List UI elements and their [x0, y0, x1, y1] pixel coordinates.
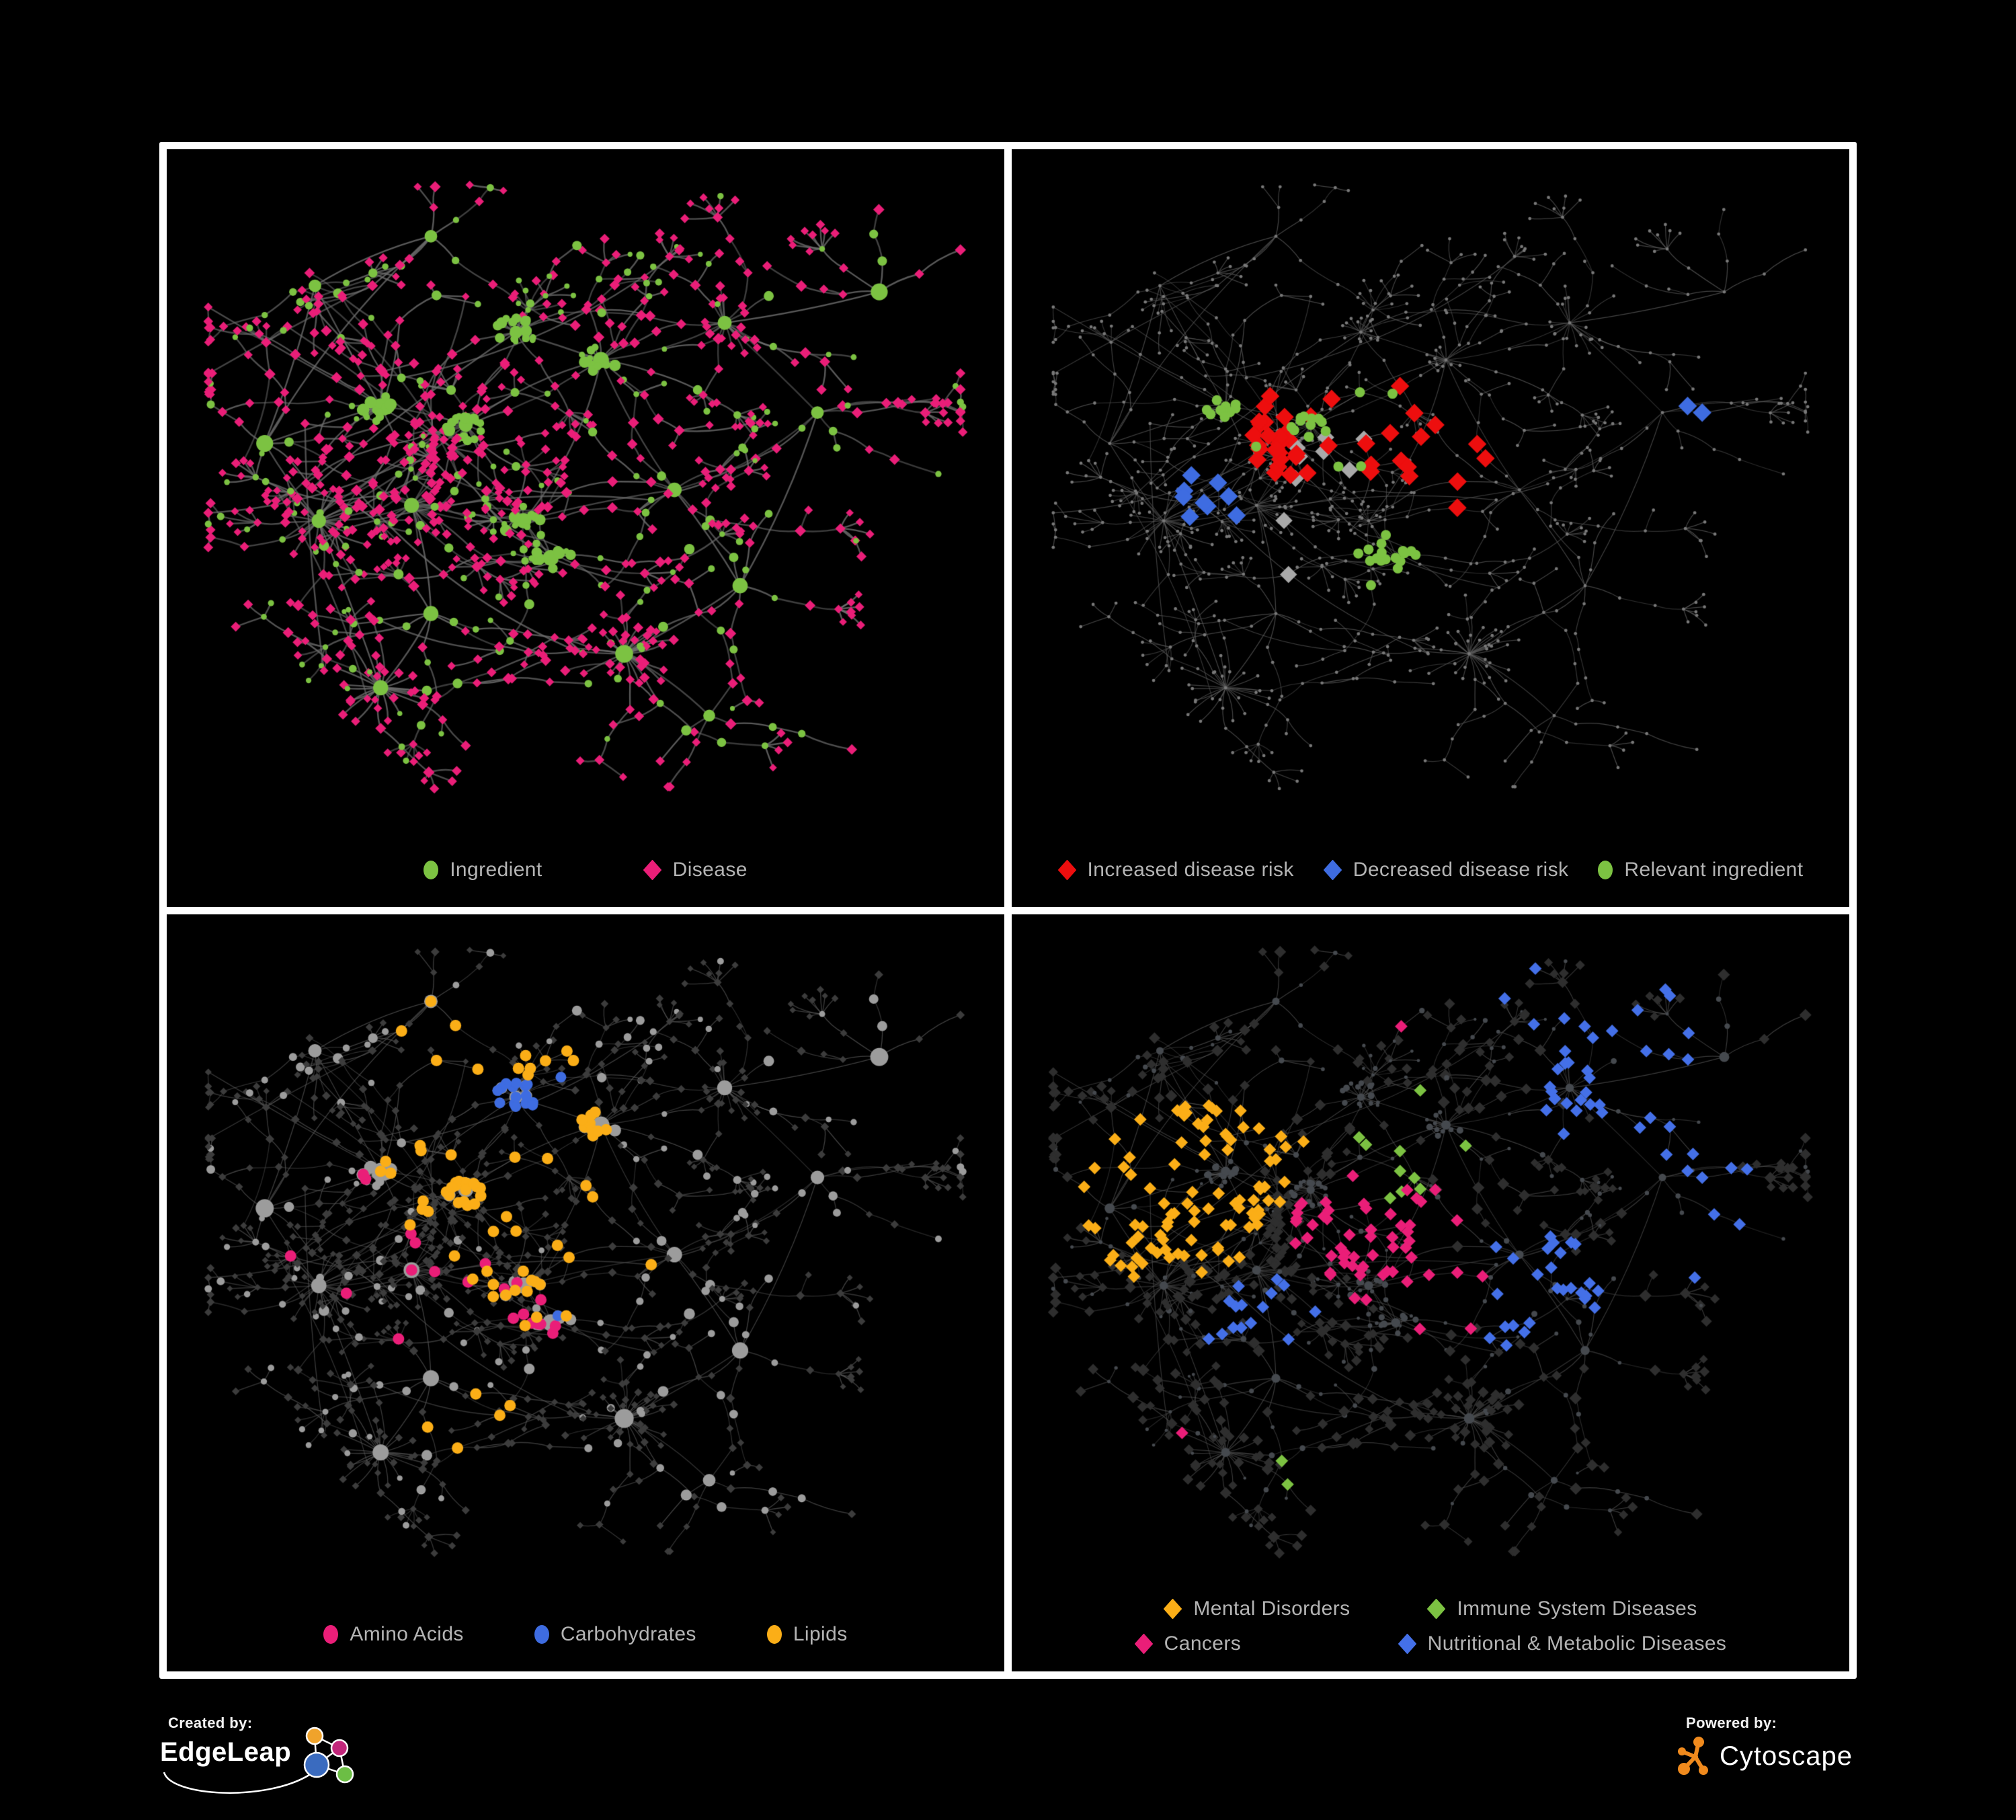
network-canvas-nutrients	[167, 914, 1004, 1671]
powered-by-label: Powered by:	[1686, 1714, 1777, 1731]
network-canvas-disease-risk	[1012, 149, 1849, 907]
network-canvas-ingredient-disease	[167, 149, 1004, 907]
network-canvas-disease-categories	[1012, 914, 1849, 1671]
created-by-label: Created by:	[168, 1714, 253, 1731]
edgeleap-swoosh-icon	[163, 1772, 310, 1794]
panel-grid: Ingredient Disease Increased disease risk…	[159, 142, 1857, 1679]
panel-ingredient-disease: Ingredient Disease	[167, 149, 1004, 907]
edgeleap-wordmark: EdgeLeap	[160, 1737, 292, 1767]
edgeleap-logo-icon	[163, 1727, 354, 1794]
panel-disease-categories: Mental Disorders Immune System Diseases Ca…	[1012, 914, 1849, 1671]
panel-disease-risk: Increased disease risk Decreased disease …	[1012, 149, 1849, 907]
cytoscape-wordmark: Cytoscape	[1720, 1741, 1853, 1771]
panel-nutrients: Amino Acids Carbohydrates Lipids	[167, 914, 1004, 1671]
cytoscape-logo-icon	[1678, 1737, 1708, 1775]
edgeleap-credit: Created by: EdgeLeap	[160, 1714, 402, 1815]
cytoscape-credit: Powered by: Cytoscape	[1677, 1714, 1865, 1795]
